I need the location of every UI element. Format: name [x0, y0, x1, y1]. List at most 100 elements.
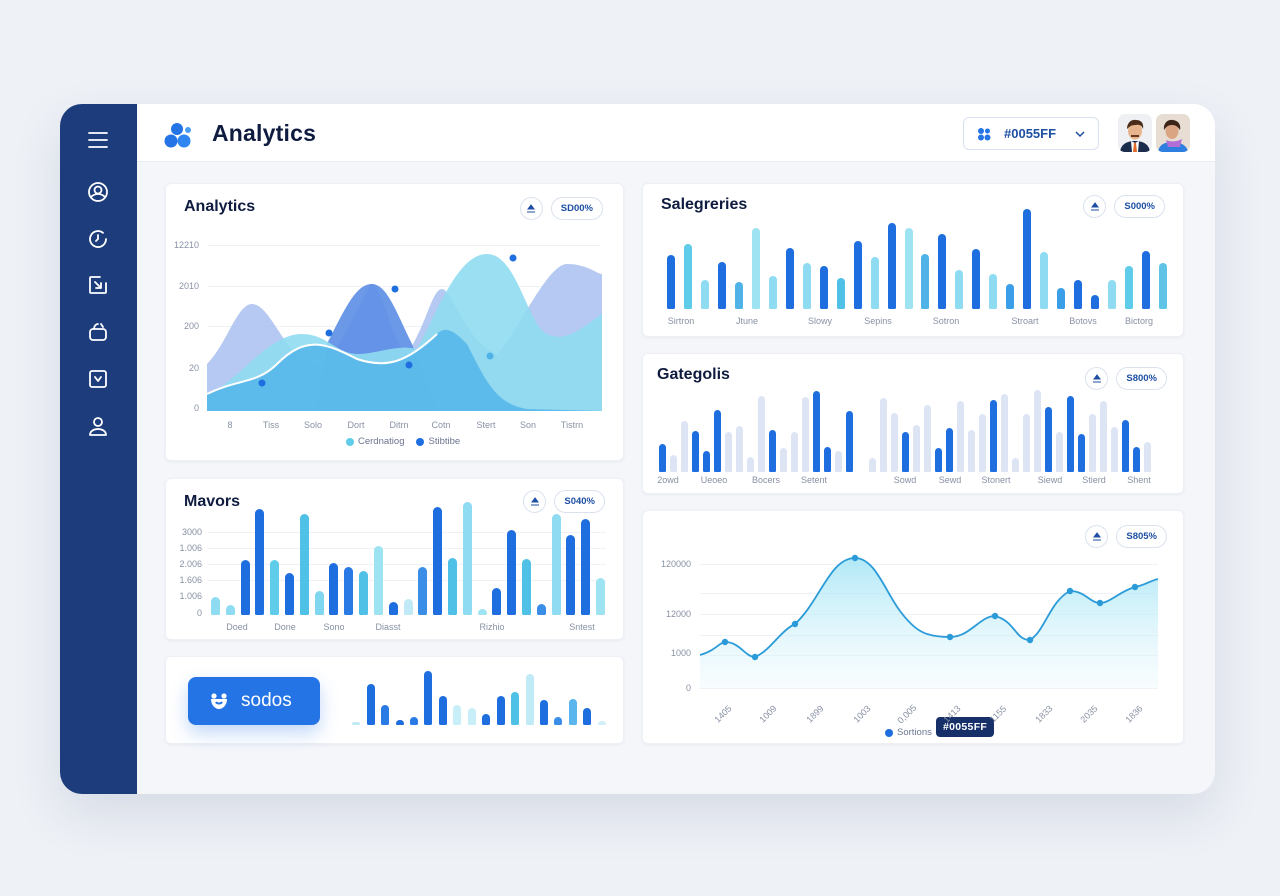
bar[interactable]: [1056, 432, 1063, 472]
bar[interactable]: [583, 707, 592, 725]
bar[interactable]: [1023, 413, 1030, 472]
export-icon[interactable]: [86, 273, 110, 297]
bar[interactable]: [314, 590, 324, 615]
bar[interactable]: [968, 429, 975, 472]
bar[interactable]: [659, 444, 666, 472]
bar[interactable]: [670, 455, 677, 472]
bar[interactable]: [492, 587, 502, 615]
bar[interactable]: [1012, 458, 1019, 472]
user-icon[interactable]: [86, 414, 110, 438]
bar[interactable]: [566, 535, 576, 615]
bar[interactable]: [989, 273, 998, 309]
bar[interactable]: [352, 721, 361, 725]
percent-pill-button[interactable]: SD00%: [550, 197, 603, 220]
bar[interactable]: [769, 429, 776, 472]
bar[interactable]: [438, 696, 447, 725]
bar[interactable]: [736, 425, 743, 472]
bar[interactable]: [270, 559, 280, 615]
bar[interactable]: [554, 716, 563, 725]
bar[interactable]: [853, 241, 862, 309]
bar[interactable]: [467, 707, 476, 725]
bar[interactable]: [887, 222, 896, 309]
bar[interactable]: [667, 254, 676, 309]
bar[interactable]: [462, 502, 472, 615]
bar[interactable]: [525, 674, 534, 725]
bar[interactable]: [846, 410, 853, 472]
bar[interactable]: [714, 409, 721, 472]
bar[interactable]: [769, 275, 778, 309]
bar[interactable]: [913, 424, 920, 472]
bar[interactable]: [299, 514, 309, 615]
bar[interactable]: [1073, 279, 1082, 309]
bar[interactable]: [835, 451, 842, 472]
bar[interactable]: [1089, 413, 1096, 472]
bar[interactable]: [752, 227, 761, 309]
bar[interactable]: [791, 432, 798, 472]
inbox-icon[interactable]: [86, 367, 110, 391]
bar[interactable]: [735, 281, 744, 309]
bar[interactable]: [1124, 266, 1133, 309]
bar[interactable]: [410, 716, 418, 725]
bar[interactable]: [813, 390, 820, 472]
bar[interactable]: [568, 698, 577, 725]
color-select[interactable]: #0055FF: [963, 117, 1099, 150]
menu-icon[interactable]: [86, 128, 110, 152]
upload-button[interactable]: [1083, 195, 1107, 218]
bar[interactable]: [597, 720, 606, 725]
bar[interactable]: [836, 277, 845, 309]
bar[interactable]: [955, 270, 964, 309]
bar[interactable]: [329, 562, 339, 615]
percent-pill-button[interactable]: S805%: [1116, 525, 1167, 548]
bar[interactable]: [507, 530, 517, 615]
bar[interactable]: [1034, 389, 1041, 472]
bar[interactable]: [880, 397, 887, 472]
bar[interactable]: [540, 699, 548, 725]
bar[interactable]: [373, 546, 383, 615]
bar[interactable]: [758, 395, 765, 472]
bar[interactable]: [453, 704, 462, 725]
bar[interactable]: [536, 603, 546, 615]
bar[interactable]: [511, 692, 520, 725]
bar[interactable]: [581, 519, 591, 615]
bar[interactable]: [692, 430, 699, 472]
avatar-user-1[interactable]: [1118, 114, 1152, 152]
bar[interactable]: [1056, 288, 1065, 309]
upload-button[interactable]: [1085, 367, 1109, 390]
bar[interactable]: [1090, 295, 1099, 309]
bar[interactable]: [1158, 263, 1167, 309]
bar[interactable]: [1144, 442, 1151, 472]
bar[interactable]: [477, 608, 487, 615]
bar[interactable]: [703, 451, 710, 472]
bar[interactable]: [418, 566, 428, 615]
bar[interactable]: [424, 671, 433, 725]
sodos-button[interactable]: sodos: [188, 677, 320, 725]
bar[interactable]: [938, 234, 947, 309]
bar[interactable]: [395, 719, 404, 725]
bar[interactable]: [802, 263, 811, 309]
bar[interactable]: [921, 253, 930, 309]
bar[interactable]: [786, 247, 794, 309]
bar[interactable]: [1001, 393, 1008, 472]
bar[interactable]: [725, 432, 732, 472]
clock-icon[interactable]: [86, 227, 110, 251]
bar[interactable]: [718, 262, 727, 309]
bar[interactable]: [255, 509, 265, 615]
bar[interactable]: [284, 572, 294, 615]
bar[interactable]: [1006, 284, 1015, 309]
bar[interactable]: [802, 396, 809, 472]
percent-pill-button[interactable]: S040%: [554, 490, 605, 513]
bar[interactable]: [1100, 400, 1107, 472]
upload-button[interactable]: [1085, 525, 1109, 548]
bar[interactable]: [596, 577, 606, 615]
bar[interactable]: [1078, 434, 1085, 472]
bar[interactable]: [366, 684, 375, 725]
legend-item[interactable]: Stibtibe: [416, 436, 460, 447]
bar[interactable]: [902, 432, 909, 472]
bar[interactable]: [344, 566, 354, 615]
bar[interactable]: [904, 227, 913, 309]
bar[interactable]: [869, 458, 876, 472]
bar[interactable]: [935, 448, 942, 472]
bar[interactable]: [1040, 251, 1048, 309]
percent-pill-button[interactable]: S800%: [1116, 367, 1167, 390]
bar[interactable]: [447, 557, 457, 615]
